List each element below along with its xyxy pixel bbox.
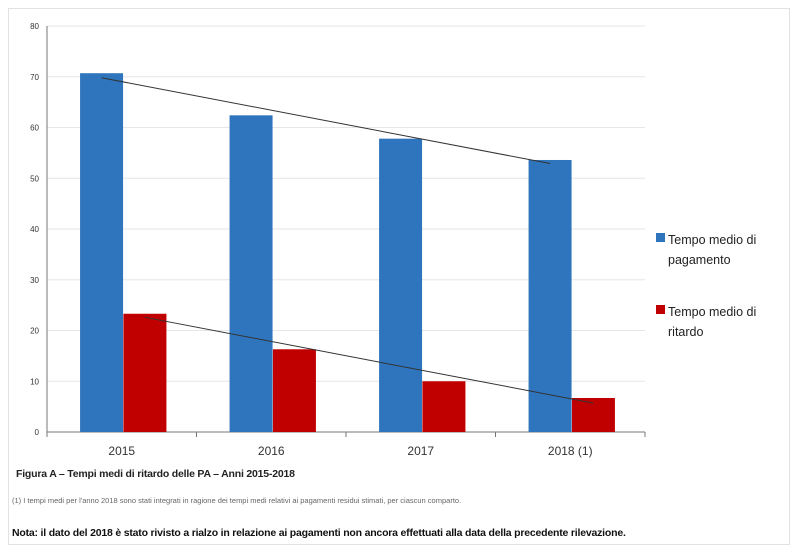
trendline-pagamento — [101, 77, 551, 165]
figure-frame — [8, 8, 790, 545]
x-tick-label: 2016 — [258, 444, 285, 458]
note: Nota: il dato del 2018 è stato rivisto a… — [12, 527, 626, 539]
legend-label-ritardo: Tempo medio di ritardo — [668, 305, 757, 339]
x-tick-label: 2017 — [407, 444, 434, 458]
legend-label-pagamento-line1: Tempo medio di — [668, 233, 757, 247]
bar-ritardo-0 — [123, 313, 167, 432]
bar-pagamento-1 — [229, 115, 273, 432]
trendline-ritardo — [144, 316, 594, 404]
bar-pagamento-3 — [528, 159, 572, 433]
bar-ritardo-2 — [422, 381, 466, 432]
y-tick-label: 0 — [35, 428, 40, 437]
bar-pagamento-0 — [80, 73, 124, 432]
x-tick-label: 2015 — [108, 444, 135, 458]
y-tick-label: 80 — [30, 22, 39, 31]
figure-caption: Figura A – Tempi medi di ritardo delle P… — [16, 468, 295, 480]
bar-pagamento-2 — [379, 138, 423, 433]
y-tick-label: 40 — [30, 225, 39, 234]
bar-ritardo-1 — [272, 349, 316, 432]
bar-ritardo-3 — [571, 397, 615, 432]
y-tick-label: 70 — [30, 73, 39, 82]
legend-swatch-pagamento — [656, 233, 665, 242]
y-tick-label: 30 — [30, 276, 39, 285]
legend-label-pagamento-line2: pagamento — [668, 253, 731, 267]
y-tick-label: 50 — [30, 174, 39, 183]
y-tick-label: 60 — [30, 124, 39, 133]
y-tick-label: 10 — [30, 377, 39, 386]
x-tick-label: 2018 (1) — [548, 444, 593, 458]
legend-swatch-ritardo — [656, 305, 665, 314]
footnote: (1) I tempi medi per l'anno 2018 sono st… — [12, 496, 462, 505]
y-tick-label: 20 — [30, 327, 39, 336]
